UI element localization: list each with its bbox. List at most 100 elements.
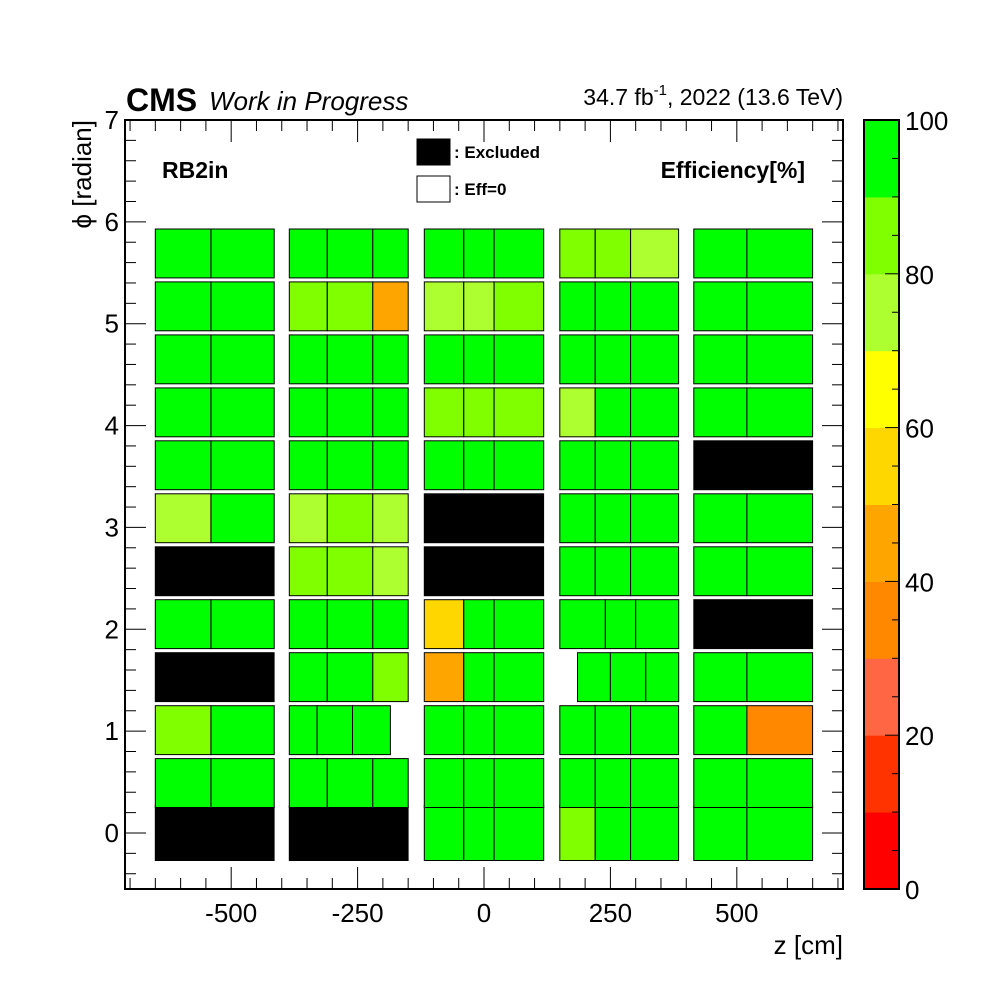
colorbar: 0 20 40 60 80 100: [863, 106, 948, 905]
cell-s7-w2-r2: [493, 440, 545, 491]
cell-s10-w2-r0: [423, 281, 465, 332]
cell-s6-w1-r0: [288, 493, 328, 544]
cell-s3-w1-r1: [326, 652, 374, 703]
cell-s5-w3-r1: [594, 546, 632, 597]
cell-s6-w4-r1: [746, 493, 814, 544]
cell-s8-w2-r1: [463, 387, 495, 438]
cell-s11-w3-r1: [594, 228, 632, 279]
y-axis-label: ϕ [radian]: [67, 120, 97, 229]
cell-s8-w4-r1: [746, 387, 814, 438]
cell-s11-w2-r0: [423, 228, 465, 279]
cell-s4-w3-r1: [604, 599, 637, 650]
cell-s6-w4-r0: [693, 493, 748, 544]
cell-s11-w0-r1: [210, 228, 275, 279]
legend-label-0: : Excluded: [454, 143, 540, 162]
cell-s0-w4-r0: [693, 805, 748, 861]
cell-s2-w3-r1: [594, 705, 632, 756]
colorbar-tick-label-4: 80: [905, 260, 934, 290]
cell-s2-w2-r1: [463, 705, 495, 756]
cell-s11-w3-r0: [559, 228, 596, 279]
cell-s5-w3-r0: [559, 546, 596, 597]
cell-s1-w4-r0: [693, 758, 748, 808]
cell-s0-w1-r0: [288, 805, 409, 861]
cell-s1-w2-r2: [493, 758, 545, 808]
cell-s9-w3-r0: [559, 334, 596, 385]
cell-s5-w0-r0: [154, 546, 275, 597]
cell-s1-w1-r0: [288, 758, 328, 808]
cell-s3-w2-r1: [463, 652, 495, 703]
cell-s3-w4-r1: [746, 652, 814, 703]
cell-s7-w2-r0: [423, 440, 465, 491]
cell-s0-w2-r1: [463, 805, 495, 861]
cell-s4-w2-r2: [493, 599, 545, 650]
station-label: RB2in: [162, 157, 228, 183]
y-tick-label-7: 7: [105, 105, 119, 135]
cell-s1-w0-r0: [154, 758, 212, 808]
cell-s10-w4-r1: [746, 281, 814, 332]
lumi-exponent: -1: [654, 82, 667, 99]
cell-s5-w3-r2: [630, 546, 680, 597]
cell-s7-w1-r1: [326, 440, 374, 491]
cell-s9-w4-r0: [693, 334, 748, 385]
cell-s9-w0-r1: [210, 334, 275, 385]
cell-s3-w3-r2: [645, 652, 680, 703]
cell-s0-w0-r0: [154, 805, 275, 861]
x-tick-label-2: 0: [477, 898, 491, 928]
y-tick-label-6: 6: [105, 207, 119, 237]
cell-s3-w0-r0: [154, 652, 275, 703]
cell-s8-w2-r2: [493, 387, 545, 438]
cell-s4-w2-r0: [423, 599, 465, 650]
cell-s1-w3-r1: [594, 758, 632, 808]
cell-s1-w0-r1: [210, 758, 275, 808]
quantity-label: Efficiency[%]: [661, 157, 805, 183]
cell-s1-w4-r1: [746, 758, 814, 808]
cell-s2-w3-r2: [630, 705, 680, 756]
lumi-label: 34.7 fb-1, 2022 (13.6 TeV): [583, 82, 843, 110]
cell-s8-w1-r1: [326, 387, 374, 438]
y-tick-label-5: 5: [105, 309, 119, 339]
cell-s7-w0-r0: [154, 440, 212, 491]
colorbar-tick-label-5: 100: [905, 106, 948, 136]
cell-s9-w4-r1: [746, 334, 814, 385]
x-tick-label-1: -250: [332, 898, 384, 928]
cell-s5-w2-r0: [423, 546, 545, 597]
cell-s10-w3-r2: [630, 281, 680, 332]
cell-s1-w3-r2: [630, 758, 680, 808]
cell-s2-w0-r1: [210, 705, 275, 756]
legend-swatch-1: [416, 175, 451, 203]
cell-s1-w1-r2: [372, 758, 409, 808]
cell-s4-w0-r1: [210, 599, 275, 650]
cell-s6-w3-r0: [559, 493, 596, 544]
cell-s10-w1-r1: [326, 281, 374, 332]
cell-s8-w0-r0: [154, 387, 212, 438]
cell-s6-w1-r1: [326, 493, 374, 544]
cell-s3-w1-r2: [372, 652, 409, 703]
cell-s9-w1-r2: [372, 334, 409, 385]
cell-s9-w0-r0: [154, 334, 212, 385]
cell-s5-w4-r1: [746, 546, 814, 597]
cell-s4-w0-r0: [154, 599, 212, 650]
cell-s10-w2-r1: [463, 281, 495, 332]
cell-s4-w4-r0: [693, 599, 814, 650]
status-label: Work in Progress: [209, 86, 408, 116]
ticks-layer: -500 -250 0 250 500 0 1 2 3 4 5 6 7: [105, 105, 843, 928]
cell-s2-w1-r0: [288, 705, 318, 756]
cms-label: CMS: [126, 82, 197, 118]
cell-s11-w1-r1: [326, 228, 374, 279]
cell-s7-w1-r0: [288, 440, 328, 491]
cell-s5-w1-r1: [326, 546, 374, 597]
cell-s5-w1-r0: [288, 546, 328, 597]
cell-s11-w2-r2: [493, 228, 545, 279]
cell-s1-w3-r0: [559, 758, 596, 808]
cell-s9-w3-r1: [594, 334, 632, 385]
cell-s8-w1-r0: [288, 387, 328, 438]
cell-s10-w2-r2: [493, 281, 545, 332]
legend-label-1: : Eff=0: [454, 180, 506, 199]
cell-s11-w2-r1: [463, 228, 495, 279]
y-tick-label-0: 0: [105, 818, 119, 848]
cell-s11-w4-r1: [746, 228, 814, 279]
cell-s11-w1-r0: [288, 228, 328, 279]
cell-s6-w2-r0: [423, 493, 545, 544]
cell-s8-w2-r0: [423, 387, 465, 438]
